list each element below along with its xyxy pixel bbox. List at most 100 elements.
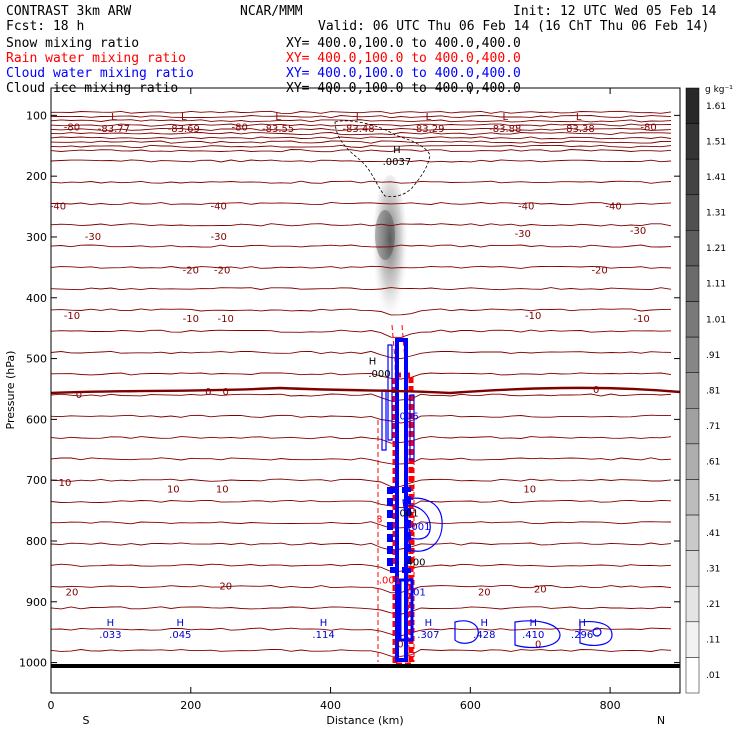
x-tick-label-3: 600	[460, 699, 481, 712]
cloud-water-max-marker-0: H	[107, 618, 115, 629]
isotherm-line-26	[51, 499, 672, 509]
isotherm-line-18	[51, 329, 672, 338]
isotherm-line-13	[51, 223, 672, 227]
colorbar-label-0: 1.61	[706, 102, 726, 112]
min-value-1: -83.69	[168, 124, 200, 135]
colorbar-swatch-6	[685, 301, 700, 338]
temperature-label-15: -10	[183, 314, 199, 325]
temperature-label-10: -30	[630, 226, 646, 237]
colorbar-label-6: 1.01	[706, 315, 726, 325]
isotherm-line-25	[51, 478, 672, 487]
legend-cloud-water: Cloud water mixing ratio	[6, 66, 194, 81]
colorbar-swatch-13	[685, 550, 700, 587]
plot-frame	[50, 87, 681, 694]
cloud-water-max-marker-6: H	[578, 618, 586, 629]
colorbar-label-3: 1.31	[706, 209, 726, 219]
contour-value-label-5: 3	[376, 515, 382, 526]
isotherm-line-2	[51, 119, 672, 123]
y-tick-label-9: 1000	[19, 657, 47, 670]
y-tick-label-7: 800	[26, 535, 47, 548]
colorbar-label-7: .91	[706, 351, 720, 361]
colorbar-label-13: .31	[706, 564, 720, 574]
cloud-water-column	[381, 338, 613, 662]
isotherm-line-10	[51, 159, 672, 163]
temperature-label-11: -20	[183, 265, 199, 276]
ice-max-marker-0: H	[393, 145, 401, 156]
colorbar-swatch-5	[685, 265, 700, 302]
temperature-label-8: -30	[211, 232, 227, 243]
colorbar-swatch-8	[685, 372, 700, 409]
colorbar-swatch-14	[685, 585, 700, 623]
ice-max-value-0: .0037	[383, 157, 412, 168]
contour-value-label-2: .006	[396, 411, 418, 422]
isotherm-line-14	[51, 244, 672, 248]
isotherm-line-3	[51, 123, 672, 127]
north-label: N	[657, 714, 665, 727]
cloud-water-max-marker-4: H	[481, 618, 489, 629]
legend-snow: Snow mixing ratio	[6, 36, 139, 51]
min-marker-2: L	[275, 112, 281, 123]
legend-snow-xy: XY= 400.0,100.0 to 400.0,400.0	[286, 36, 521, 51]
temperature-label-26: 10	[523, 484, 536, 495]
temperature-label-1: -80	[232, 123, 248, 134]
isotherm-line-30	[51, 585, 672, 594]
temperature-label-16: -10	[218, 314, 234, 325]
temperature-label-13: -20	[591, 265, 607, 276]
colorbar-label-12: .41	[706, 529, 720, 539]
contour-value-label-4: .001	[408, 522, 430, 533]
isotherm-line-5	[51, 132, 672, 136]
colorbar-swatch-10	[685, 443, 700, 480]
valid-time: Valid: 06 UTC Thu 06 Feb 14 (16 ChT Thu …	[318, 19, 709, 34]
colorbar-swatch-7	[685, 336, 700, 373]
min-marker-0: L	[111, 112, 117, 123]
isotherm-line-24	[51, 457, 672, 465]
isotherm-line-12	[51, 201, 672, 206]
colorbar-swatch-11	[685, 479, 700, 516]
x-tick-label-2: 400	[320, 699, 341, 712]
cloud-water-max-value-3: .307	[417, 630, 439, 641]
isotherm-line-33	[51, 648, 672, 657]
isotherm-line-1	[51, 115, 672, 119]
model-title: CONTRAST 3km ARW	[6, 4, 131, 19]
cloud-water-max-value-2: .114	[312, 630, 334, 641]
isotherm-line-27	[51, 521, 672, 529]
isotherm-line-32	[51, 627, 672, 637]
colorbar-label-5: 1.11	[706, 280, 726, 290]
temperature-label-6: -40	[605, 202, 621, 213]
contour-value-label-8: .01	[410, 588, 426, 599]
freezing-level-line	[51, 386, 680, 395]
cloud-water-max-value-4: .428	[473, 630, 495, 641]
y-tick-label-8: 900	[26, 596, 47, 609]
y-tick-label-3: 400	[26, 292, 47, 305]
colorbar-label-8: .81	[706, 387, 720, 397]
isotherm-line-21	[51, 393, 672, 402]
colorbar-label-4: 1.21	[706, 244, 726, 254]
x-tick-label-4: 800	[600, 699, 621, 712]
min-marker-1: L	[181, 112, 187, 123]
temperature-label-14: -10	[64, 311, 80, 322]
min-value-4: -83.29	[412, 124, 444, 135]
isotherm-line-11	[51, 180, 672, 184]
cloud-ice-contour	[334, 120, 431, 197]
isotherm-line-22	[51, 414, 671, 424]
y-tick-label-6: 700	[26, 474, 47, 487]
temperature-label-2: -80	[640, 123, 656, 134]
temperature-label-25: 10	[216, 484, 229, 495]
temperature-label-28: 20	[219, 582, 232, 593]
isotherm-line-31	[51, 606, 672, 615]
plot-area: -80 -80 -80 -40 -40 -40 -40 -30 -30 -30 -30 -20 -20 -…	[51, 110, 680, 668]
legend-cloud-water-xy: XY= 400.0,100.0 to 400.0,400.0	[286, 66, 521, 81]
colorbar-label-16: .01	[706, 671, 720, 681]
isotherm-line-28	[51, 542, 672, 551]
x-tick-label-1: 200	[180, 699, 201, 712]
org-label: NCAR/MMM	[240, 4, 303, 19]
temperature-label-9: -30	[515, 229, 531, 240]
temperature-label-20: 0	[205, 387, 211, 398]
colorbar-label-11: .51	[706, 493, 720, 503]
temperature-label-24: 10	[167, 484, 180, 495]
colorbar-label-15: .11	[706, 636, 720, 646]
min-marker-4: L	[426, 112, 432, 123]
y-tick-label-1: 200	[26, 170, 47, 183]
south-label: S	[83, 714, 90, 727]
isotherm-line-15	[51, 265, 672, 269]
